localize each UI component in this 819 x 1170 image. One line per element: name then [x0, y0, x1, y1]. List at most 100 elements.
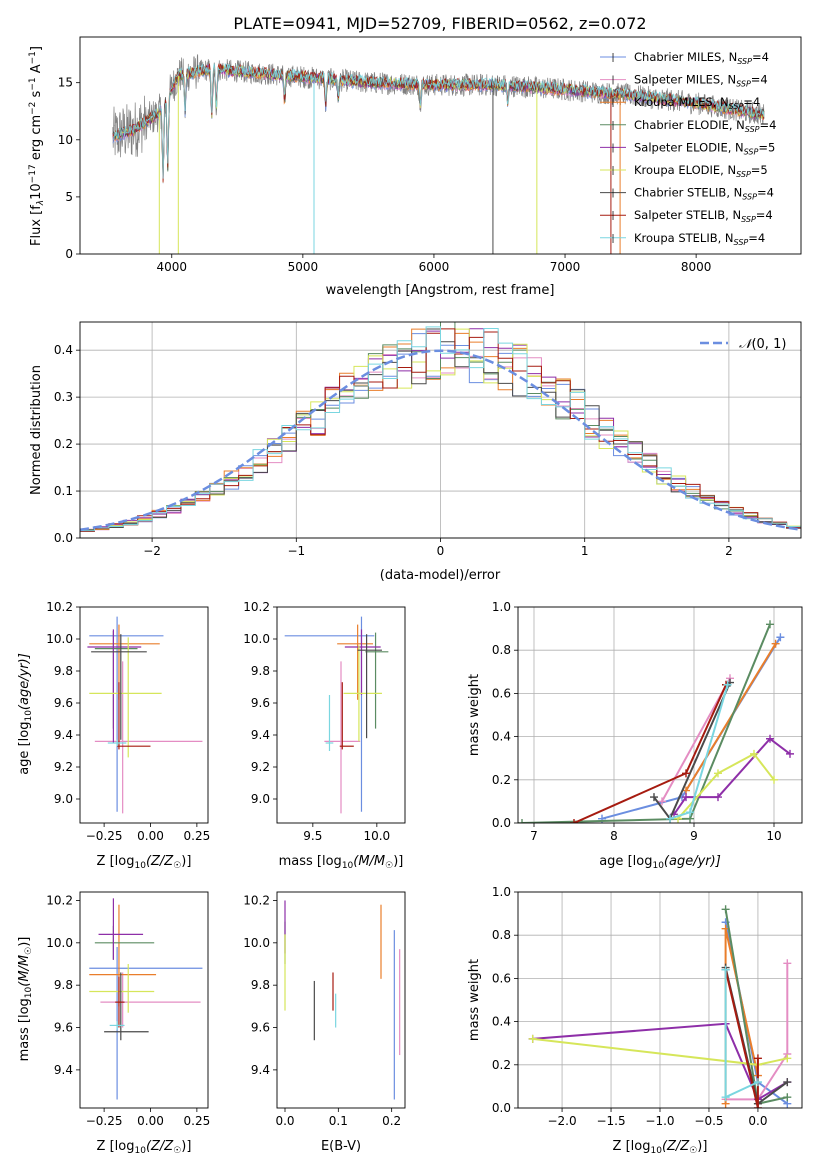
plus-marker	[753, 1078, 762, 1087]
x-tick-label: −0.5	[694, 1114, 723, 1128]
y-tick-label: 0.0	[54, 531, 73, 545]
axes-frame	[517, 606, 803, 824]
y-tick-label: 9.6	[54, 1021, 73, 1035]
y-tick-label: 0.4	[54, 343, 73, 357]
errorbar-group	[89, 898, 203, 1100]
y-tick-label: 9.4	[54, 1063, 73, 1077]
plus-marker	[658, 797, 666, 806]
legend-label: Chabrier ELODIE, NSSP=4	[634, 118, 776, 134]
age-ylabel: age [log10(age/yr)]	[17, 653, 34, 775]
legend-label: Kroupa ELODIE, NSSP=5	[634, 163, 768, 179]
x-tick-label: 8000	[681, 260, 712, 274]
errorbar-group	[87, 616, 203, 814]
x-tick-label: −0.25	[86, 829, 123, 843]
plus-marker	[721, 905, 730, 914]
y-tick-label: 9.8	[251, 664, 270, 678]
metallicity-xlabel-3: Z [log10(Z/Z☉)]	[613, 1139, 708, 1156]
y-tick-label: 0.4	[492, 730, 511, 744]
y-tick-label: 0.2	[492, 1058, 511, 1072]
plus-marker	[682, 793, 690, 802]
x-tick-label: 0	[437, 544, 445, 558]
y-tick-label: 0	[65, 247, 73, 261]
x-tick-label: 9	[690, 829, 698, 843]
y-tick-label: 0.4	[492, 1015, 511, 1029]
x-tick-label: 0.1	[329, 1114, 348, 1128]
figure-title: PLATE=0941, MJD=52709, FIBERID=0562, z=0…	[233, 14, 646, 33]
x-tick-label: −1.5	[596, 1114, 625, 1128]
y-tick-label: 0.6	[492, 686, 511, 700]
legend-marker: |	[611, 143, 614, 153]
plus-marker	[518, 819, 526, 823]
y-tick-label: 10.2	[243, 893, 270, 907]
y-tick-label: 0.1	[54, 484, 73, 498]
plus-marker	[783, 1078, 792, 1087]
age-xlabel: age [log10(age/yr)]	[599, 854, 721, 871]
axes-frame	[276, 891, 406, 1109]
plus-marker	[753, 1104, 762, 1108]
x-tick-label: 0.00	[137, 829, 164, 843]
y-tick-label: 0.0	[492, 1101, 511, 1115]
line-series	[725, 963, 789, 1101]
plus-marker	[766, 620, 774, 629]
y-tick-label: 9.0	[251, 792, 270, 806]
plus-marker	[783, 1054, 792, 1063]
y-tick-label: 0.2	[54, 437, 73, 451]
metallicity-xlabel-2: Z [log10(Z/Z☉)]	[97, 1139, 192, 1156]
x-tick-label: 9.5	[303, 829, 322, 843]
y-tick-label: 0.8	[492, 928, 511, 942]
plus-marker	[650, 793, 658, 802]
spectrum-panel: Flux [fλ10−17 erg cm−2 s−1 A−1] waveleng…	[28, 36, 802, 298]
line-series	[532, 1022, 788, 1101]
plus-marker	[723, 680, 732, 689]
y-tick-label: 9.8	[251, 978, 270, 992]
plus-marker	[783, 1093, 792, 1102]
x-tick-label: 1	[581, 544, 589, 558]
mass-weight-vs-age-panel: mass weight age [log10(age/yr)] 7 8 9 10 0.0…	[467, 600, 803, 871]
y-tick-label: 10.2	[46, 600, 73, 614]
axes-frame	[79, 36, 802, 255]
axes-frame	[79, 891, 209, 1109]
histogram-bars	[80, 322, 801, 538]
legend-label: Kroupa STELIB, NSSP=4	[634, 231, 765, 247]
axes-frame	[79, 321, 802, 539]
spectrum-xlabel: wavelength [Angstrom, rest frame]	[326, 283, 555, 298]
x-tick-label: −1	[287, 544, 305, 558]
plus-marker	[753, 1054, 762, 1063]
legend-label: Salpeter ELODIE, NSSP=5	[634, 140, 775, 156]
y-tick-label: 9.4	[54, 728, 73, 742]
y-tick-label: 10.0	[243, 936, 270, 950]
line-series	[521, 623, 771, 823]
plus-marker	[771, 639, 780, 648]
line-series	[724, 969, 759, 1108]
legend-label: Kroupa MILES, NSSP=4	[634, 95, 760, 111]
x-tick-label: 6000	[419, 260, 450, 274]
axes-frame	[79, 606, 209, 824]
mass-vs-extinction-panel: E(B-V) 0.0 0.1 0.2 9.4 9.6 9.8 10.0 10.2	[243, 891, 406, 1154]
axes-frame	[276, 606, 406, 824]
mass-weight-ylabel-2: mass weight	[467, 959, 482, 1041]
spectrum-ylabel: Flux [fλ10−17 erg cm−2 s−1 A−1]	[28, 46, 46, 246]
y-tick-label: 10.0	[243, 632, 270, 646]
x-tick-label: −2.0	[547, 1114, 576, 1128]
model-spectrum	[112, 63, 765, 179]
plus-marker	[766, 734, 774, 743]
plus-marker	[570, 819, 578, 823]
y-tick-label: 9.6	[251, 1021, 270, 1035]
y-tick-label: 0.3	[54, 390, 73, 404]
y-tick-label: 0.0	[492, 816, 511, 830]
x-tick-label: 10.0	[363, 829, 390, 843]
legend-marker: |	[611, 211, 614, 221]
y-tick-label: 9.0	[54, 792, 73, 806]
x-tick-label: 0.0	[748, 1114, 767, 1128]
x-tick-label: 4000	[156, 260, 187, 274]
legend-label: Salpeter STELIB, NSSP=4	[634, 208, 773, 224]
y-tick-label: 9.2	[251, 760, 270, 774]
legend-marker: |	[611, 98, 614, 108]
plus-marker	[750, 749, 758, 758]
y-tick-label: 9.4	[251, 728, 270, 742]
x-tick-label: −2	[143, 544, 161, 558]
y-tick-label: 10.2	[46, 893, 73, 907]
plus-marker	[783, 959, 792, 968]
y-tick-label: 0.2	[492, 773, 511, 787]
legend-marker: |	[611, 76, 614, 86]
